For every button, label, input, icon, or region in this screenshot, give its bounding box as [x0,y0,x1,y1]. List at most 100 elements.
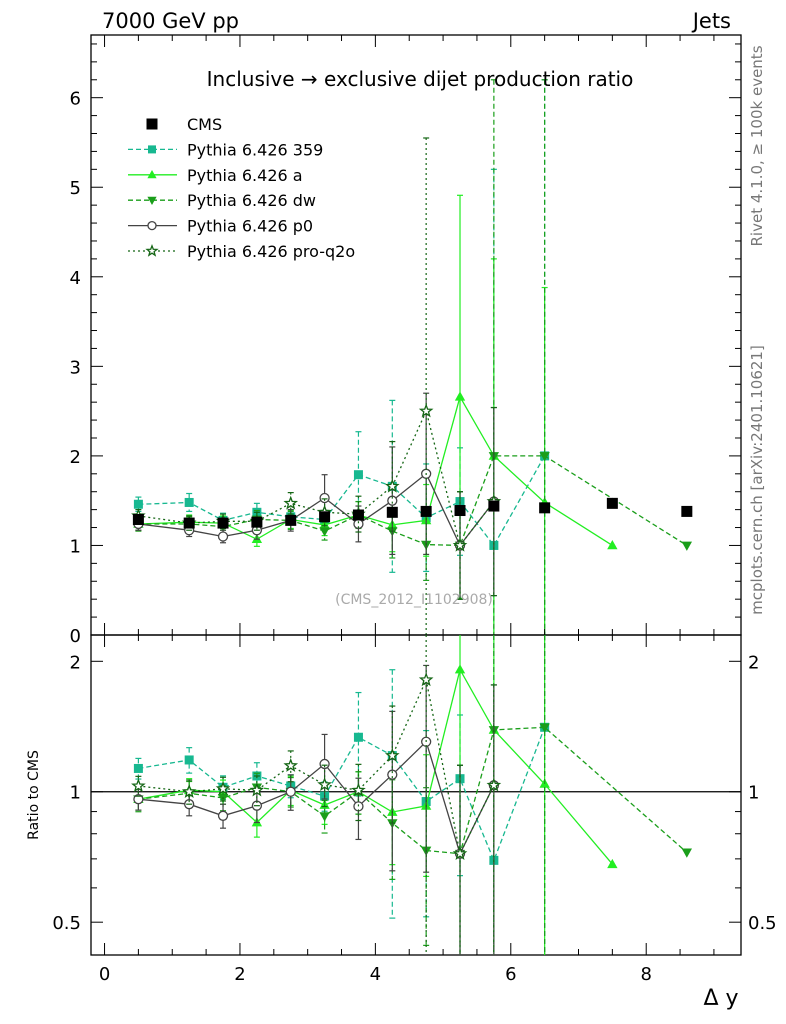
legend-marker [145,243,159,257]
x-tick-label: 4 [370,964,381,985]
reference-point [681,505,693,517]
x-tick-label: 8 [640,964,651,985]
ratio-tick-label-left: 0.5 [52,913,81,934]
ratio-point [133,763,143,773]
x-tick-label: 0 [99,964,110,985]
series-point [418,403,434,418]
ratio-point [181,784,197,798]
legend-marker [148,145,156,154]
ratio-point [418,672,434,687]
reference-point [217,517,229,529]
ratio-plot: 0 2 4 6 8 0.5 0.5 1 1 2 2 [52,35,777,985]
legend-marker [146,118,158,130]
ratio-point [184,755,194,765]
ratio-point [217,810,229,821]
ratio-point [681,848,693,858]
series-point [387,495,398,506]
ratio-series-line [138,677,495,856]
ratio-point [215,781,231,795]
x-tick-label: 2 [234,964,245,985]
x-axis-label: Δ y [703,986,738,1011]
ratio-point [607,858,618,869]
main-plot: 0 1 2 3 4 5 6 [70,34,742,647]
y-tick-label: 4 [70,268,81,289]
ratio-series-5 [131,635,502,955]
ratio-point [353,732,363,742]
reference-point [386,506,398,518]
ratio-point [387,769,398,780]
series-point [607,540,618,550]
legend-entry: Pythia 6.426 dw [128,191,316,210]
series-4 [133,392,500,600]
ratio-series-line [138,727,546,863]
analysis-watermark: (CMS_2012_I1102908) [335,592,493,608]
ratio-point [319,758,330,770]
legend-entry: CMS [146,115,222,134]
legend-entry: Pythia 6.426 pro-q2o [128,242,355,261]
ratio-series-line [138,667,613,865]
legend-marker [147,170,157,179]
ratio-point [249,782,265,797]
ratio-y-ticks: 0.5 0.5 1 1 2 2 [52,652,776,934]
legend: CMS Pythia 6.426 359 Pythia 6.426 a Pythia … [128,115,355,261]
reference-point [183,517,195,529]
legend-label: Pythia 6.426 pro-q2o [187,242,355,261]
legend-label: Pythia 6.426 p0 [187,217,313,236]
reference-point [132,513,144,525]
series-point [681,541,693,551]
reference-point [319,511,331,523]
ratio-point [384,747,400,762]
y-tick-label: 6 [70,89,81,110]
series-point [454,391,466,401]
y-ticks: 0 1 2 3 4 5 6 [70,43,741,647]
ratio-point [454,664,466,674]
ratio-point [486,777,502,792]
reference-point [352,509,364,521]
reference-point [488,500,500,512]
y-tick-label: 5 [70,178,81,199]
y-tick-label: 3 [70,357,81,378]
series-1 [133,79,550,635]
ratio-point [285,786,296,797]
ratio-point [317,777,332,791]
ratio-tick-label-left: 1 [70,783,81,804]
ratio-plot-frame [90,634,742,956]
ratio-series-3 [133,635,693,955]
series-line [138,455,546,547]
plot-title: Inclusive → exclusive dijet production r… [207,67,634,91]
ratio-y-axis-label: Ratio to CMS [26,750,42,840]
series-point [319,492,330,504]
series-point [217,531,229,542]
x-ticks: 0 2 4 6 8 [99,35,715,985]
series-point [384,478,400,493]
ratio-point [319,812,330,822]
ratio-point [539,723,550,733]
y-tick-label: 2 [70,447,81,468]
reference-series [132,497,693,529]
y-tick-label: 0 [70,626,81,647]
reference-point [454,505,466,517]
legend-marker [147,196,157,205]
legend-entry: Pythia 6.426 359 [128,140,323,159]
ratio-point [283,758,299,772]
x-tick-label: 6 [505,964,516,985]
ratio-tick-label-left: 2 [70,652,81,673]
reference-point [606,497,618,509]
energy-label: 7000 GeV pp [102,9,239,33]
ratio-point [351,782,366,797]
series-point [133,499,143,509]
y-tick-label: 1 [70,536,81,557]
ratio-tick-label-right: 1 [748,783,759,804]
reference-point [285,514,297,526]
series-3 [133,79,693,635]
series-point [184,497,194,507]
rivet-version-label: Rivet 4.1.0, ≥ 100k events [748,45,766,246]
ratio-point [131,778,146,793]
reference-point [251,516,263,528]
series-point [353,470,363,480]
process-label: Jets [691,9,731,33]
reference-point [539,502,551,514]
mcplots-label: mcplots.cern.ch [arXiv:2401.10621] [748,345,766,615]
legend-label: CMS [187,115,222,134]
ratio-point [452,846,468,860]
